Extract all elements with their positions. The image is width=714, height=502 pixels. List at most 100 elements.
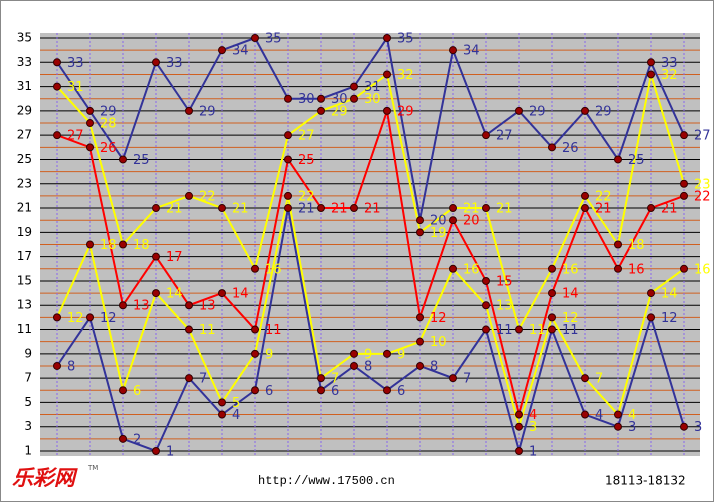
- point: [53, 82, 61, 91]
- value-label: 4: [628, 408, 636, 423]
- point: [119, 155, 127, 164]
- point: [53, 58, 61, 67]
- value-label: 29: [199, 104, 216, 119]
- value-label: 29: [595, 104, 612, 119]
- value-label: 7: [331, 372, 339, 387]
- value-label: 25: [133, 153, 150, 168]
- value-label: 34: [232, 44, 249, 59]
- value-label: 29: [397, 104, 414, 119]
- point: [680, 179, 688, 188]
- y-tick-label: 5: [24, 395, 32, 409]
- point: [218, 289, 226, 298]
- y-tick-label: 3: [24, 419, 32, 433]
- point: [119, 434, 127, 443]
- draw-range: 18113-18132: [605, 474, 686, 488]
- y-tick-label: 25: [17, 152, 32, 166]
- point: [680, 264, 688, 273]
- point: [350, 94, 358, 103]
- point: [548, 325, 556, 334]
- value-label: 16: [265, 262, 282, 277]
- y-tick-label: 21: [17, 201, 32, 215]
- y-tick-label: 31: [17, 79, 32, 93]
- point: [86, 106, 94, 115]
- value-label: 31: [67, 80, 84, 95]
- point: [383, 106, 391, 115]
- value-label: 3: [628, 420, 636, 435]
- value-label: 7: [199, 372, 207, 387]
- value-label: 27: [694, 129, 711, 144]
- value-label: 21: [166, 202, 183, 217]
- value-label: 22: [595, 189, 612, 204]
- value-label: 25: [628, 153, 645, 168]
- value-label: 21: [661, 202, 678, 217]
- value-label: 20: [463, 214, 480, 229]
- value-label: 12: [562, 311, 579, 326]
- point: [86, 313, 94, 322]
- value-label: 21: [298, 202, 315, 217]
- y-tick-label: 35: [17, 31, 32, 45]
- value-label: 3: [529, 420, 537, 435]
- point: [482, 131, 490, 140]
- point: [317, 94, 325, 103]
- y-tick-label: 23: [17, 176, 32, 190]
- point: [53, 361, 61, 370]
- value-label: 16: [562, 262, 579, 277]
- series-line: [56, 195, 685, 431]
- value-label: 12: [430, 311, 447, 326]
- point: [86, 240, 94, 249]
- point: [449, 204, 457, 213]
- value-label: 22: [694, 189, 711, 204]
- value-label: 9: [364, 347, 372, 362]
- series-line: [56, 72, 685, 333]
- value-label: 26: [100, 141, 117, 156]
- point: [515, 422, 523, 431]
- value-label: 7: [595, 372, 603, 387]
- point: [284, 155, 292, 164]
- value-label: 16: [628, 262, 645, 277]
- value-label: 28: [100, 117, 117, 132]
- point: [416, 361, 424, 370]
- value-label: 1: [529, 445, 537, 460]
- point: [86, 143, 94, 152]
- value-label: 15: [496, 274, 513, 289]
- point: [185, 106, 193, 115]
- value-label: 22: [298, 189, 315, 204]
- point: [218, 410, 226, 419]
- value-label: 3: [694, 420, 702, 435]
- point: [680, 131, 688, 140]
- point: [482, 276, 490, 285]
- value-label: 4: [232, 408, 240, 423]
- value-label: 22: [199, 189, 216, 204]
- point: [581, 191, 589, 200]
- y-tick-label: 13: [17, 298, 32, 312]
- logo: 乐彩网: [12, 466, 78, 490]
- value-label: 32: [397, 68, 414, 83]
- value-label: 18: [133, 238, 150, 253]
- point: [416, 216, 424, 225]
- value-label: 21: [364, 202, 381, 217]
- y-tick-label: 9: [24, 346, 32, 360]
- value-label: 14: [562, 287, 579, 302]
- point: [548, 289, 556, 298]
- value-label: 12: [100, 311, 117, 326]
- value-label: 25: [298, 153, 315, 168]
- y-tick-label: 15: [17, 273, 32, 287]
- point: [218, 204, 226, 213]
- value-label: 14: [166, 287, 183, 302]
- point: [119, 301, 127, 310]
- y-tick-label: 19: [17, 225, 32, 239]
- value-label: 16: [463, 262, 480, 277]
- value-label: 5: [232, 396, 240, 411]
- value-label: 26: [562, 141, 579, 156]
- point: [284, 94, 292, 103]
- point: [614, 155, 622, 164]
- value-label: 19: [430, 226, 447, 241]
- value-label: 34: [463, 44, 480, 59]
- point: [284, 204, 292, 213]
- point: [53, 313, 61, 322]
- point: [185, 374, 193, 383]
- point: [581, 204, 589, 213]
- value-label: 27: [67, 129, 84, 144]
- point: [647, 313, 655, 322]
- point: [548, 264, 556, 273]
